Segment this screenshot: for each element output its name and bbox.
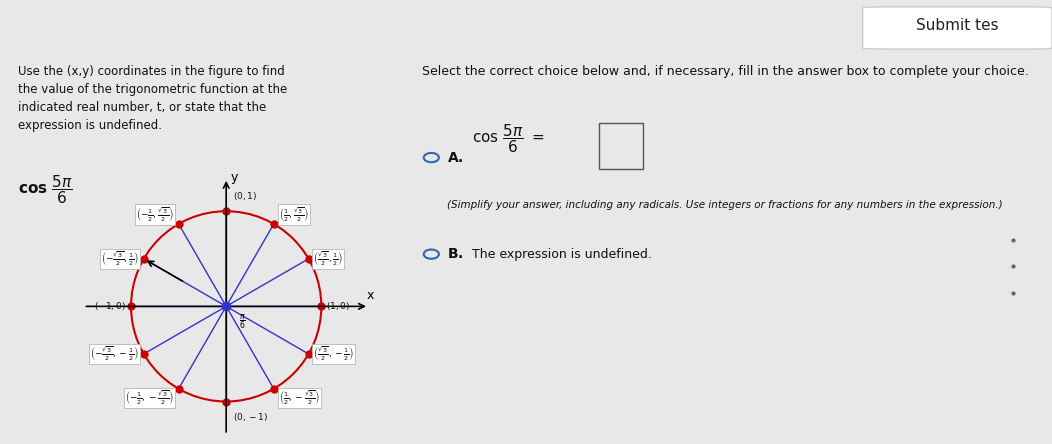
Text: $\left(-\frac{\sqrt{3}}{2},-\frac{1}{2}\right)$: $\left(-\frac{\sqrt{3}}{2},-\frac{1}{2}\… [90,345,139,363]
Text: Select the correct choice below and, if necessary, fill in the answer box to com: Select the correct choice below and, if … [422,65,1029,78]
Text: $\left(\frac{1}{2},-\frac{\sqrt{3}}{2}\right)$: $\left(\frac{1}{2},-\frac{\sqrt{3}}{2}\r… [279,389,320,408]
Text: $(0,1)$: $(0,1)$ [232,190,257,202]
Text: The expression is undefined.: The expression is undefined. [472,248,652,261]
Text: $\left(-\frac{1}{2},\frac{\sqrt{3}}{2}\right)$: $\left(-\frac{1}{2},\frac{\sqrt{3}}{2}\r… [136,205,174,224]
FancyBboxPatch shape [599,123,643,169]
Text: $(1,0)$: $(1,0)$ [326,300,350,313]
Text: $\frac{\pi}{6}$: $\frac{\pi}{6}$ [239,312,246,331]
Text: $(0,-1)$: $(0,-1)$ [232,411,268,423]
Text: $\left(\frac{1}{2},\frac{\sqrt{3}}{2}\right)$: $\left(\frac{1}{2},\frac{\sqrt{3}}{2}\ri… [279,205,308,224]
Text: $\left(-\frac{\sqrt{3}}{2},\frac{1}{2}\right)$: $\left(-\frac{\sqrt{3}}{2},\frac{1}{2}\r… [101,250,139,268]
Text: $\left(-\frac{1}{2},-\frac{\sqrt{3}}{2}\right)$: $\left(-\frac{1}{2},-\frac{\sqrt{3}}{2}\… [125,389,174,408]
Text: y: y [231,171,239,184]
Text: $(-1,0)$: $(-1,0)$ [95,300,126,313]
Text: x: x [367,289,375,301]
Text: $\mathbf{B.}$: $\mathbf{B.}$ [447,247,464,261]
Text: $\mathbf{cos}\ \dfrac{5\pi}{6}$: $\mathbf{cos}\ \dfrac{5\pi}{6}$ [19,173,73,206]
Text: $\left(\frac{\sqrt{3}}{2},-\frac{1}{2}\right)$: $\left(\frac{\sqrt{3}}{2},-\frac{1}{2}\r… [313,345,355,363]
Text: $\mathbf{A.}$: $\mathbf{A.}$ [447,151,464,165]
Text: (Simplify your answer, including any radicals. Use integers or fractions for any: (Simplify your answer, including any rad… [447,200,1003,210]
Text: Use the (x,y) coordinates in the figure to find
the value of the trigonometric f: Use the (x,y) coordinates in the figure … [19,65,287,132]
Text: Submit tes: Submit tes [916,18,998,33]
Text: $\left(\frac{\sqrt{3}}{2},\frac{1}{2}\right)$: $\left(\frac{\sqrt{3}}{2},\frac{1}{2}\ri… [313,250,344,268]
FancyBboxPatch shape [863,7,1052,49]
Text: $\cos\,\dfrac{5\pi}{6}\ =$: $\cos\,\dfrac{5\pi}{6}\ =$ [472,122,545,155]
